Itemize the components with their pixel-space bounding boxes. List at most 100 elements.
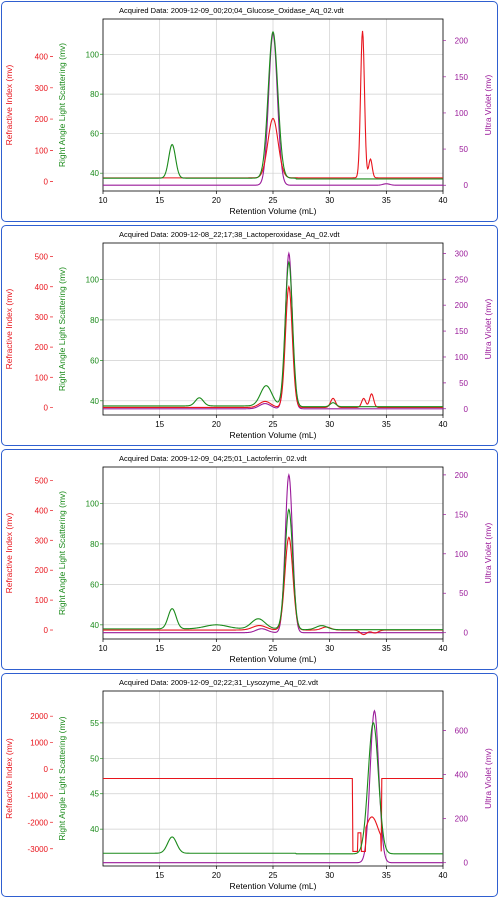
ls-axis-label: Right Angle Light Scattering (mv) <box>57 43 67 167</box>
ls-tick-label: 40 <box>90 169 99 178</box>
uv-tick-label: 100 <box>455 109 469 118</box>
ri-axis-label: Refractive Index (mv) <box>4 288 14 369</box>
uv-tick-label: 0 <box>464 629 469 638</box>
x-tick-label: 30 <box>325 420 334 429</box>
uv-tick-label: 300 <box>455 249 469 258</box>
chart-svg-2: Acquired Data: 2009-12-08_22;17;38_Lacto… <box>4 230 493 440</box>
ri-tick-label: 1000 <box>30 739 48 748</box>
x-tick-label: 25 <box>269 644 278 653</box>
x-tick-label: 35 <box>382 420 391 429</box>
series-line-uv <box>103 251 443 410</box>
ls-axis-label: Right Angle Light Scattering (mv) <box>57 491 67 615</box>
series-line-ri <box>103 777 443 852</box>
uv-axis-label: Ultra Violet (mv) <box>483 748 493 809</box>
uv-tick-label: 150 <box>455 327 469 336</box>
x-axis-label: Retention Volume (mL) <box>230 881 317 891</box>
x-tick-label: 40 <box>439 871 448 880</box>
x-tick-label: 30 <box>325 644 334 653</box>
uv-tick-label: 100 <box>455 353 469 362</box>
chart-panel-1: Acquired Data: 2009-12-09_00;20;04_Gluco… <box>1 1 498 222</box>
chart-title: Acquired Data: 2009-12-08_22;17;38_Lacto… <box>119 230 340 239</box>
ls-tick-label: 80 <box>90 90 99 99</box>
x-axis-label: Retention Volume (mL) <box>230 206 317 216</box>
x-tick-label: 20 <box>212 871 221 880</box>
ri-tick-label: 400 <box>35 53 49 62</box>
uv-tick-label: 200 <box>455 471 469 480</box>
uv-axis-label: Ultra Violet (mv) <box>483 522 493 583</box>
x-tick-label: 30 <box>325 871 334 880</box>
ri-tick-label: 0 <box>44 765 49 774</box>
series-line-uv <box>103 32 443 186</box>
ri-tick-label: 100 <box>35 596 49 605</box>
ls-tick-label: 80 <box>90 540 99 549</box>
chart-title: Acquired Data: 2009-12-09_02;22;31_Lysoz… <box>119 678 319 687</box>
ri-tick-label: 400 <box>35 506 49 515</box>
ls-tick-label: 55 <box>90 719 99 728</box>
series-line-uv <box>103 709 443 864</box>
ri-tick-label: 200 <box>35 343 49 352</box>
chart-panel-4: Acquired Data: 2009-12-09_02;22;31_Lysoz… <box>1 673 498 897</box>
ls-tick-label: 40 <box>90 825 99 834</box>
uv-tick-label: 50 <box>459 589 468 598</box>
x-tick-label: 10 <box>99 196 108 205</box>
ri-tick-label: -2000 <box>28 818 49 827</box>
chart-title: Acquired Data: 2009-12-09_04;25;01_Lacto… <box>119 454 308 463</box>
ri-axis-label: Refractive Index (mv) <box>4 64 14 145</box>
x-tick-label: 35 <box>382 196 391 205</box>
ri-tick-label: 400 <box>35 283 49 292</box>
ri-tick-label: -1000 <box>28 792 49 801</box>
series-line-ls <box>103 260 443 408</box>
x-tick-label: 15 <box>155 196 164 205</box>
chart-panel-3: Acquired Data: 2009-12-09_04;25;01_Lacto… <box>1 449 498 670</box>
ri-tick-label: 0 <box>44 626 49 635</box>
uv-tick-label: 0 <box>464 181 469 190</box>
ri-axis-label: Refractive Index (mv) <box>4 512 14 593</box>
series-line-ls <box>103 30 443 180</box>
ri-tick-label: 300 <box>35 313 49 322</box>
uv-tick-label: 50 <box>459 145 468 154</box>
x-tick-label: 35 <box>382 871 391 880</box>
series-line-ls <box>103 721 443 855</box>
x-tick-label: 25 <box>269 420 278 429</box>
x-tick-label: 15 <box>155 420 164 429</box>
ri-tick-label: 0 <box>44 178 49 187</box>
ri-tick-label: 300 <box>35 536 49 545</box>
chart-svg-4: Acquired Data: 2009-12-09_02;22;31_Lysoz… <box>4 678 493 891</box>
x-tick-label: 10 <box>99 644 108 653</box>
ri-tick-label: 2000 <box>30 712 48 721</box>
x-tick-label: 20 <box>212 644 221 653</box>
uv-axis-label: Ultra Violet (mv) <box>483 74 493 135</box>
ri-axis-label: Refractive Index (mv) <box>4 738 14 819</box>
x-tick-label: 25 <box>269 196 278 205</box>
chart-title: Acquired Data: 2009-12-09_00;20;04_Gluco… <box>119 6 345 15</box>
uv-tick-label: 150 <box>455 73 469 82</box>
ri-tick-label: -3000 <box>28 845 49 854</box>
x-tick-label: 40 <box>439 196 448 205</box>
x-tick-label: 40 <box>439 420 448 429</box>
x-tick-label: 35 <box>382 644 391 653</box>
ls-tick-label: 60 <box>90 356 99 365</box>
ls-tick-label: 80 <box>90 316 99 325</box>
ri-tick-label: 300 <box>35 84 49 93</box>
series-line-uv <box>103 472 443 634</box>
ri-tick-label: 500 <box>35 253 49 262</box>
uv-tick-label: 200 <box>455 37 469 46</box>
uv-tick-label: 0 <box>464 859 469 868</box>
chart-svg-3: Acquired Data: 2009-12-09_04;25;01_Lacto… <box>4 454 493 664</box>
uv-tick-label: 50 <box>459 379 468 388</box>
ls-axis-label: Right Angle Light Scattering (mv) <box>57 716 67 840</box>
series-line-ls <box>103 508 443 631</box>
uv-tick-label: 600 <box>455 727 469 736</box>
x-tick-label: 30 <box>325 196 334 205</box>
uv-tick-label: 200 <box>455 815 469 824</box>
x-tick-label: 20 <box>212 196 221 205</box>
x-tick-label: 15 <box>155 871 164 880</box>
ls-tick-label: 50 <box>90 754 99 763</box>
uv-tick-label: 0 <box>464 405 469 414</box>
x-tick-label: 25 <box>269 871 278 880</box>
ls-axis-label: Right Angle Light Scattering (mv) <box>57 267 67 391</box>
uv-tick-label: 200 <box>455 301 469 310</box>
uv-tick-label: 100 <box>455 550 469 559</box>
ls-tick-label: 45 <box>90 790 99 799</box>
chart-panel-2: Acquired Data: 2009-12-08_22;17;38_Lacto… <box>1 225 498 446</box>
